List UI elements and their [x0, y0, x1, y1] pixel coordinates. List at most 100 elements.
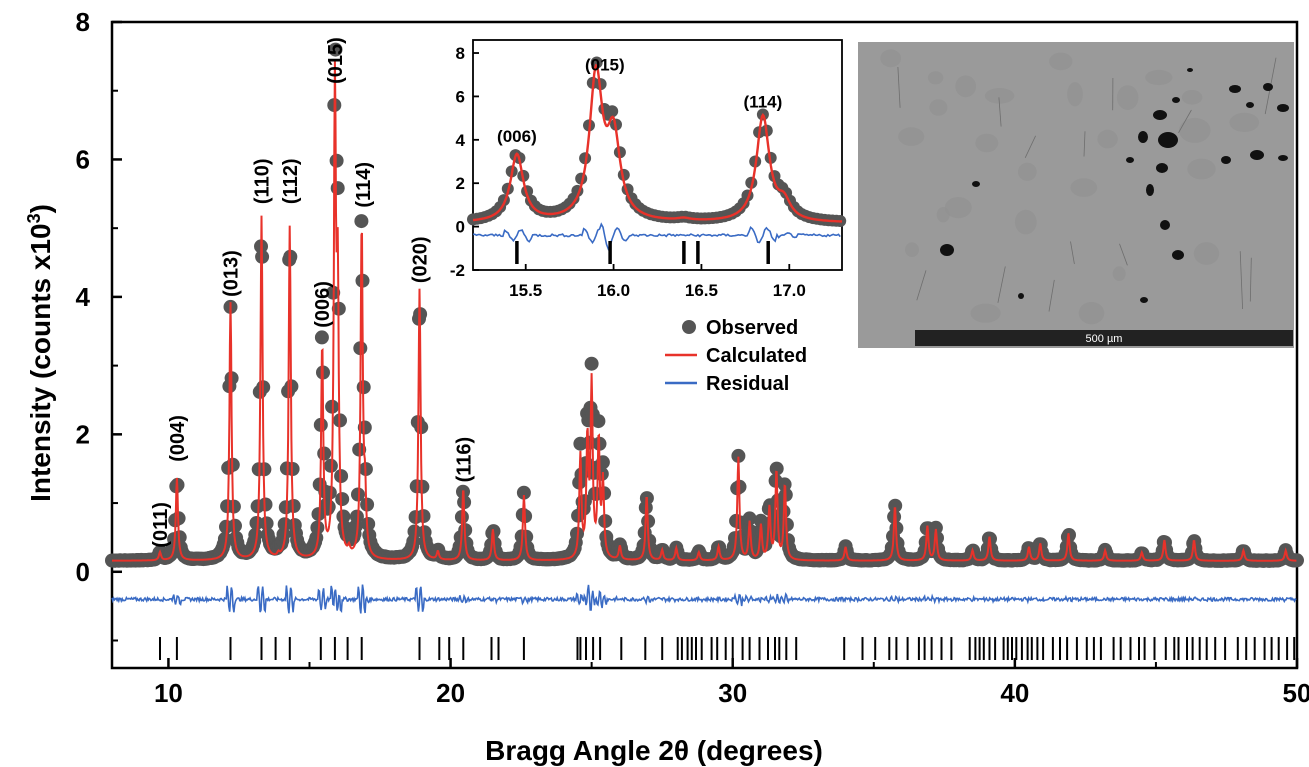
micrograph-pore: [940, 244, 954, 256]
micrograph-pore: [1146, 184, 1154, 196]
inset-residual-line: [473, 222, 841, 251]
micrograph-pore: [1229, 85, 1241, 93]
micrograph-pore: [1246, 102, 1254, 108]
calculated-line: [112, 60, 1297, 562]
observed-point: [276, 527, 291, 542]
sem-micrograph: 500 µm: [858, 42, 1294, 348]
observed-point: [731, 448, 746, 463]
micrograph-grain: [975, 133, 999, 153]
scale-bar: [915, 330, 1293, 346]
micrograph-grain: [1049, 52, 1073, 71]
observed-point: [336, 509, 351, 524]
micrograph-scratch: [1024, 135, 1036, 158]
observed-point: [769, 461, 784, 476]
micrograph-grain: [929, 99, 948, 116]
observed-point: [310, 520, 325, 535]
micrograph-grain: [1014, 209, 1037, 235]
observed-point: [314, 330, 329, 345]
inset-y-tick-label: -2: [450, 261, 465, 280]
observed-point: [259, 516, 274, 531]
micrograph-pore: [1156, 163, 1168, 173]
inset-x-tick-label: 15.5: [509, 281, 542, 300]
micrograph-scratch: [1083, 131, 1086, 157]
observed-point: [349, 509, 364, 524]
inset-calculated-line: [472, 63, 843, 223]
observed-point: [248, 527, 263, 542]
micrograph-grain: [880, 49, 902, 68]
peak-label: (013): [221, 250, 243, 297]
micrograph-grain: [1116, 85, 1139, 110]
micrograph-grain: [1067, 82, 1083, 107]
micrograph-pore: [1160, 220, 1170, 230]
peak-label: (020): [410, 236, 432, 283]
x-tick-label-30: 30: [718, 678, 747, 708]
micrograph-grain: [955, 75, 977, 98]
observed-point: [407, 524, 422, 539]
peak-label: (015): [325, 37, 347, 84]
inset-y-tick-label: 4: [456, 131, 466, 150]
observed-point: [351, 487, 365, 502]
main-plot-frame: [110, 20, 1299, 670]
y-tick-label-4: 4: [76, 282, 91, 312]
observed-point: [1290, 553, 1304, 568]
inset-x-tick-label: 16.5: [685, 281, 718, 300]
micrograph-pore: [1138, 131, 1148, 143]
y-axis-title: Intensity (counts x103): [24, 204, 56, 502]
observed-point: [591, 414, 606, 429]
micrograph-grain: [1097, 129, 1118, 149]
observed-point: [335, 492, 350, 507]
inset-x-tick-label: 17.0: [773, 281, 806, 300]
x-tick-label-10: 10: [154, 678, 183, 708]
micrograph-scratch: [1070, 241, 1075, 265]
micrograph-scratch: [997, 266, 1006, 303]
inset-observed-point: [606, 105, 619, 118]
micrograph-pore: [1277, 104, 1289, 112]
observed-point: [228, 518, 242, 533]
inset-peak-label: (114): [744, 92, 783, 111]
micrograph-grain: [1145, 69, 1173, 86]
observed-point: [742, 511, 757, 526]
peak-label: (004): [167, 415, 189, 462]
peak-label: (006): [312, 281, 334, 328]
observed-point: [217, 531, 232, 546]
legend-residual-label: Residual: [706, 373, 789, 395]
x-tick-label-40: 40: [1000, 678, 1029, 708]
y-tick-label-2: 2: [76, 419, 90, 449]
inset-y-tick-label: 0: [456, 218, 465, 237]
peak-label: (112): [280, 159, 302, 205]
micrograph-scratch: [1048, 279, 1055, 312]
inset-x-tick-label: 16.0: [597, 281, 630, 300]
observed-point: [777, 477, 792, 492]
inset-y-tick-label: 6: [456, 87, 465, 106]
observed-point: [330, 181, 345, 196]
micrograph-grain: [1070, 178, 1098, 197]
peak-label: (011): [150, 502, 172, 548]
micrograph-grain: [1078, 301, 1105, 325]
micrograph-pore: [1172, 250, 1184, 260]
legend: Observed Calculated Residual: [665, 317, 807, 395]
micrograph-grain: [1187, 158, 1216, 180]
legend-observed-marker: [682, 320, 696, 334]
micrograph-pore: [1158, 132, 1178, 148]
observed-point: [323, 458, 338, 473]
observed-point: [888, 498, 903, 513]
micrograph-grain: [1229, 112, 1260, 132]
observed-point: [322, 485, 337, 500]
observed-point: [928, 520, 943, 535]
micrograph-scratch: [1119, 243, 1128, 266]
observed-point: [361, 517, 376, 531]
micrograph-pore: [1187, 68, 1193, 72]
micrograph-grain: [898, 127, 925, 146]
micrograph-pore: [972, 181, 980, 187]
micrograph-pore: [1278, 155, 1288, 161]
residual-line: [111, 584, 1297, 614]
micrograph-grain: [1112, 266, 1126, 282]
micrograph-grain: [1179, 117, 1211, 143]
micrograph-scratch: [1249, 257, 1252, 302]
micrograph-pore: [1018, 293, 1024, 299]
inset-plot-area: 15.5 16.0 16.5 17.0 -2 0 2 4 6 8 (006) (015) (114): [450, 39, 847, 300]
legend-observed-label: Observed: [706, 317, 798, 339]
inset-frame: [472, 39, 843, 271]
y-tick-label-0: 0: [76, 557, 90, 587]
